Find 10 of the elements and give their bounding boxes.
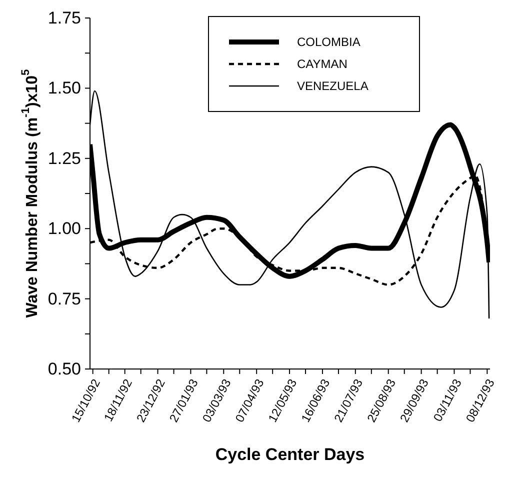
legend-label: VENEZUELA (297, 79, 368, 93)
y-tick-label: 0.75 (48, 289, 81, 308)
legend-label: CAYMAN (297, 57, 348, 71)
y-tick-label: 1.50 (48, 78, 81, 98)
x-axis-title: Cycle Center Days (215, 445, 365, 464)
y-tick-label: 1.25 (48, 148, 81, 168)
y-tick-label: 1.00 (48, 219, 81, 238)
legend-label: COLOMBIA (297, 35, 360, 49)
y-tick-label: 1.75 (48, 8, 81, 28)
y-tick-label: 0.50 (48, 360, 81, 378)
